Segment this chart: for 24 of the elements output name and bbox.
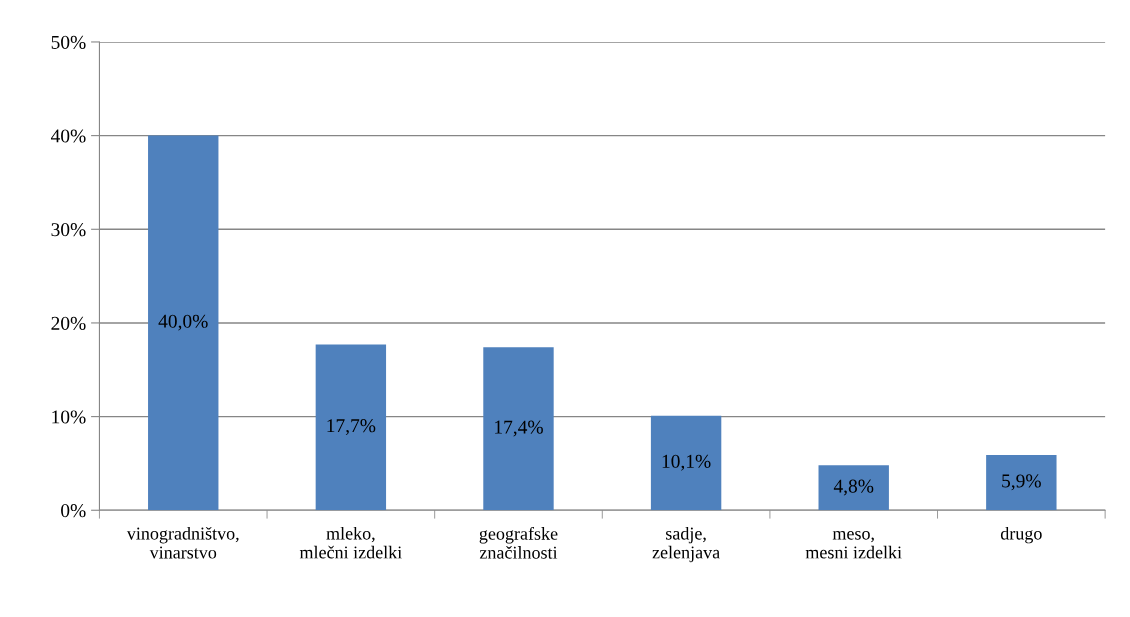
data-label: 5,9% — [1002, 474, 1041, 491]
data-label: 17,4% — [495, 420, 543, 437]
y-tick-label: 30% — [51, 223, 86, 237]
data-label: 17,7% — [327, 419, 376, 436]
y-tick-label: 50% — [51, 35, 86, 49]
bar — [315, 344, 387, 511]
bar — [148, 135, 219, 511]
y-tick-label: 20% — [51, 316, 86, 330]
x-tick-label: meso, mesni izdelki — [805, 530, 902, 559]
y-tick-label: 40% — [50, 129, 86, 143]
data-label: 4,8% — [833, 479, 874, 496]
x-tick-label: vinogradništvo, vinarstvo — [126, 526, 239, 559]
x-tick-label: drugo — [1000, 526, 1042, 544]
bar — [818, 465, 889, 511]
y-tick-label: 0% — [61, 504, 86, 518]
bar — [986, 455, 1057, 511]
x-tick-label: mleko, mlečni izdelki — [299, 526, 402, 559]
y-tick-label: 10% — [52, 410, 86, 424]
x-tick-label: geografske značilnosti — [479, 526, 558, 559]
data-label: 10,1% — [662, 454, 711, 471]
bar — [483, 347, 554, 511]
x-tick-label: sadje, zelenjava — [652, 526, 720, 563]
bar — [650, 415, 722, 511]
data-label: 40,0% — [158, 314, 208, 331]
